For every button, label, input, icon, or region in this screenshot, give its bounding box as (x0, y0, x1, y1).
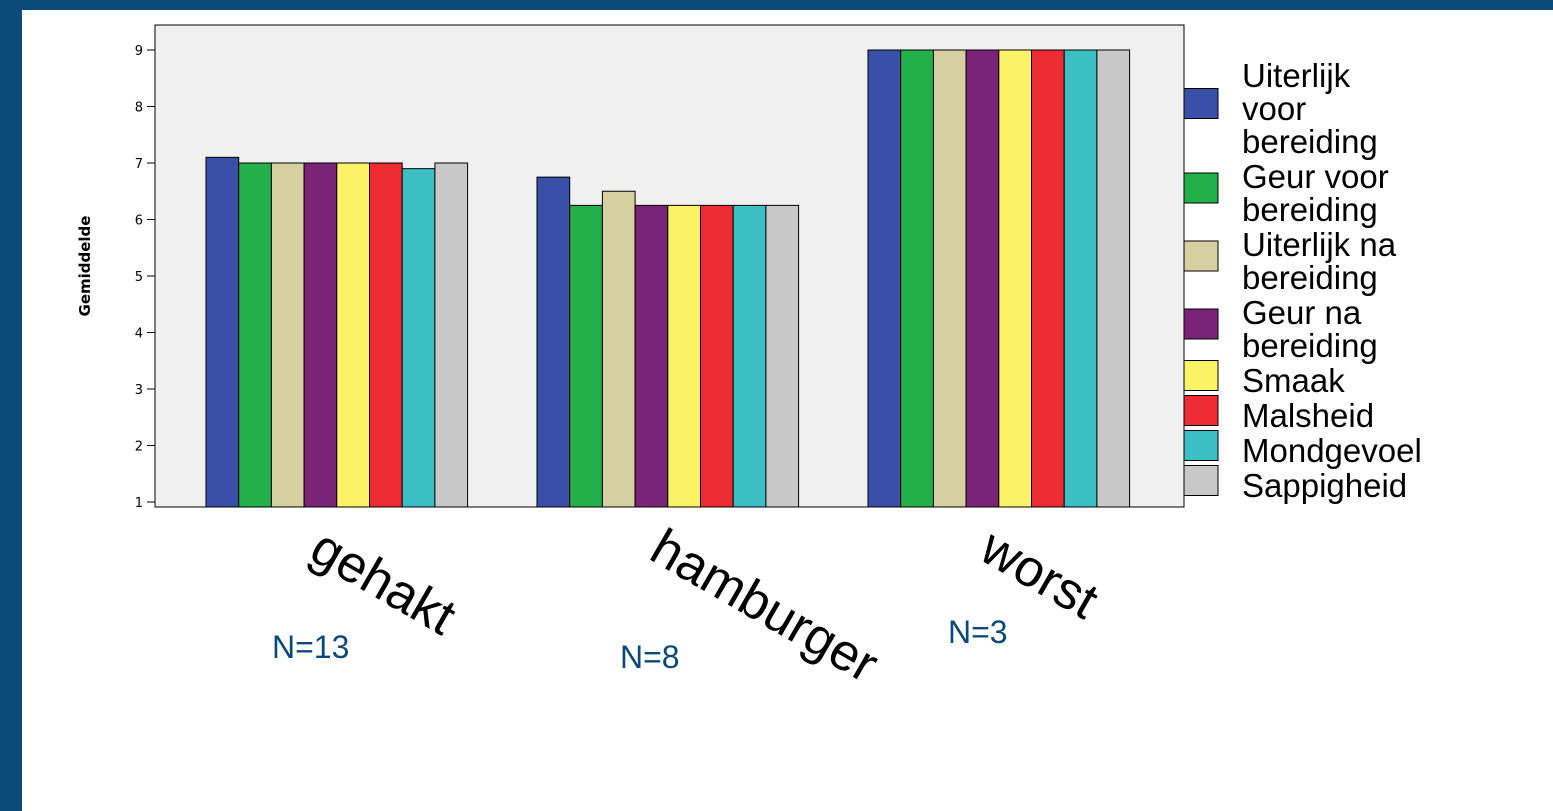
legend-label: voor (1242, 90, 1306, 127)
legend-swatch (1183, 395, 1219, 426)
bar-hamburger-4 (667, 204, 701, 508)
bar-hamburger-6 (732, 204, 767, 508)
legend-label: bereiding (1242, 259, 1378, 296)
legend-label: Uiterlijk na (1242, 226, 1397, 263)
legend-swatch (1183, 240, 1219, 272)
slide: 1 2 3 4 5 6 7 8 9 Gemiddelde gehakt hamburger wors… (22, 10, 1553, 811)
bar-gehakt-2 (270, 162, 305, 508)
y-axis: 1 2 3 4 5 6 7 8 9 (135, 44, 155, 511)
bar-gehakt-4 (336, 162, 370, 508)
bar-gehakt-1 (238, 162, 272, 508)
bar-gehakt-0 (205, 156, 240, 508)
x-axis-category-labels: gehakt hamburger worst (301, 518, 1108, 694)
y-tick-label: 3 (135, 383, 143, 398)
legend-label: Smaak (1242, 362, 1345, 399)
legend-swatch (1183, 172, 1219, 204)
y-tick-label: 5 (135, 270, 143, 285)
legend-label: Mondgevoel (1242, 432, 1422, 469)
bar-worst-6 (1063, 49, 1098, 508)
bar-hamburger-1 (569, 204, 603, 508)
legend-swatch (1183, 88, 1219, 119)
legend-label: bereiding (1242, 327, 1378, 364)
sample-size-label: N=8 (620, 639, 680, 675)
y-tick-label: 7 (135, 157, 143, 172)
sample-size-annotations: N=13 N=8 N=3 (272, 614, 1008, 675)
bar-worst-2 (932, 49, 967, 508)
legend-swatch (1183, 360, 1219, 391)
bar-worst-3 (965, 49, 1000, 508)
bar-gehakt-3 (303, 162, 338, 508)
sample-size-label: N=13 (272, 629, 349, 665)
legend-label: Geur na (1242, 294, 1362, 331)
bar-hamburger-0 (536, 176, 571, 508)
legend-label: Geur voor (1242, 158, 1389, 195)
bar-hamburger-5 (700, 204, 734, 508)
bar-worst-1 (900, 49, 934, 508)
bar-gehakt-7 (434, 162, 469, 508)
y-tick-label: 1 (135, 496, 143, 511)
bar-worst-7 (1096, 49, 1131, 508)
bar-gehakt-5 (369, 162, 403, 508)
y-tick-label: 8 (135, 101, 143, 116)
bar-worst-5 (1031, 49, 1065, 508)
legend-label: Uiterlijk (1242, 57, 1351, 94)
bar-hamburger-2 (601, 190, 636, 508)
bars (205, 49, 1131, 508)
legend-label: bereiding (1242, 191, 1378, 228)
x-tick-label-gehakt: gehakt (301, 518, 466, 647)
sample-size-label: N=3 (948, 614, 1008, 650)
y-tick-label: 4 (135, 327, 143, 342)
legend-label: bereiding (1242, 123, 1378, 160)
bar-worst-0 (867, 49, 902, 508)
y-tick-label: 6 (135, 214, 143, 229)
legend-swatch (1183, 430, 1219, 461)
legend-label: Sappigheid (1242, 467, 1407, 504)
bar-gehakt-6 (401, 168, 436, 508)
legend-label: Malsheid (1242, 397, 1374, 434)
bar-chart: 1 2 3 4 5 6 7 8 9 Gemiddelde gehakt hamburger wors… (76, 24, 1422, 694)
bar-hamburger-7 (765, 204, 800, 508)
y-axis-title: Gemiddelde (76, 216, 94, 317)
bar-hamburger-3 (634, 204, 669, 508)
legend-swatch (1183, 465, 1219, 496)
y-tick-label: 9 (135, 44, 143, 59)
bar-worst-4 (998, 49, 1032, 508)
y-tick-label: 2 (135, 440, 143, 455)
legend-swatch (1183, 308, 1219, 340)
